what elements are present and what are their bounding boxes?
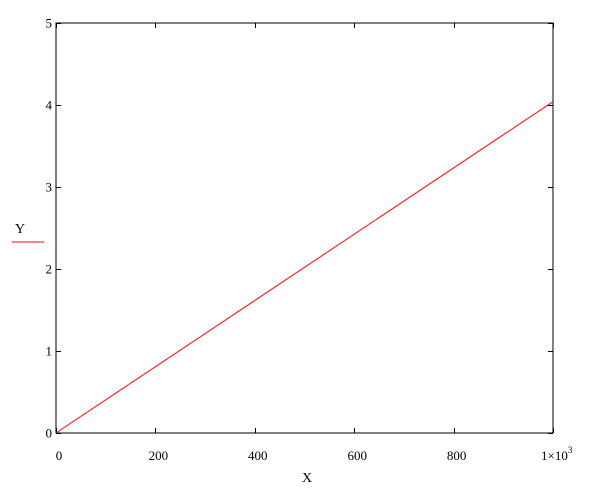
x-tick-label: 800 xyxy=(447,448,467,463)
x-tick-label-exponent: 3 xyxy=(568,445,573,455)
plot-frame xyxy=(55,22,554,434)
y-tick-label: 2 xyxy=(46,262,53,277)
x-axis-label: X xyxy=(302,471,312,486)
x-tick-label: 0 xyxy=(56,448,63,463)
x-tick-label: 600 xyxy=(347,448,367,463)
x-tick-label: 400 xyxy=(248,448,268,463)
y-axis-label: Y xyxy=(15,222,25,237)
series-line xyxy=(55,101,554,434)
x-tick-label-end: 1×103 xyxy=(541,445,573,463)
axis-ticks xyxy=(56,23,554,434)
y-tick-label: 1 xyxy=(46,344,53,359)
y-tick-label: 5 xyxy=(46,16,53,31)
series-lines xyxy=(55,101,554,434)
y-tick-label: 3 xyxy=(46,180,53,195)
x-tick-label-mantissa: 1×10 xyxy=(541,448,568,463)
x-tick-label: 200 xyxy=(149,448,169,463)
y-tick-label: 0 xyxy=(46,426,53,441)
y-tick-label: 4 xyxy=(46,98,53,113)
